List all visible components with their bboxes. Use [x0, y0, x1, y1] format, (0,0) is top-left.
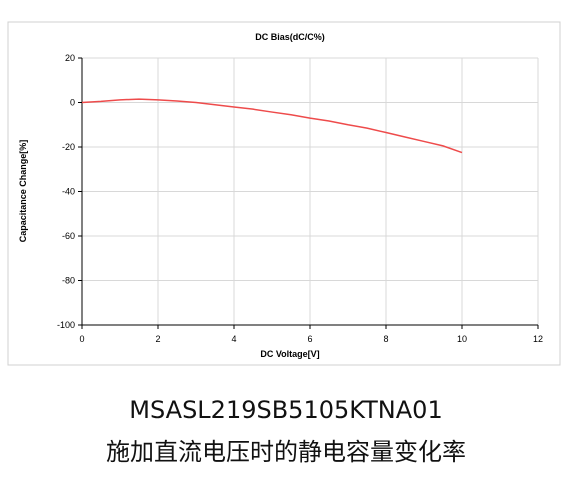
chart-frame [7, 21, 561, 366]
x-tick-label: 2 [155, 334, 160, 344]
x-axis-label: DC Voltage[V] [260, 349, 319, 359]
y-tick-label: -60 [62, 231, 75, 241]
x-tick-label: 12 [533, 334, 543, 344]
x-tick-label: 8 [383, 334, 388, 344]
y-axis-label: Capacitance Change[%] [18, 140, 28, 243]
x-tick-label: 6 [307, 334, 312, 344]
x-tick-label: 4 [231, 334, 236, 344]
y-tick-label: -100 [57, 320, 75, 330]
y-tick-label: 0 [70, 98, 75, 108]
caption-line: 施加直流电压时的静电容量变化率 [106, 438, 466, 466]
y-tick-label: -80 [62, 276, 75, 286]
chart: DC Bias(dC/C%) DC Voltage[V] Capacitance… [7, 21, 561, 366]
chart-title: DC Bias(dC/C%) [255, 32, 325, 42]
caption-line: MSASL219SB5105KTNA01 [129, 396, 443, 424]
x-tick-label: 10 [457, 334, 467, 344]
x-tick-label: 0 [79, 334, 84, 344]
y-tick-label: -20 [62, 142, 75, 152]
y-tick-label: -40 [62, 187, 75, 197]
data-line [81, 98, 463, 154]
y-tick-label: 20 [65, 53, 75, 63]
